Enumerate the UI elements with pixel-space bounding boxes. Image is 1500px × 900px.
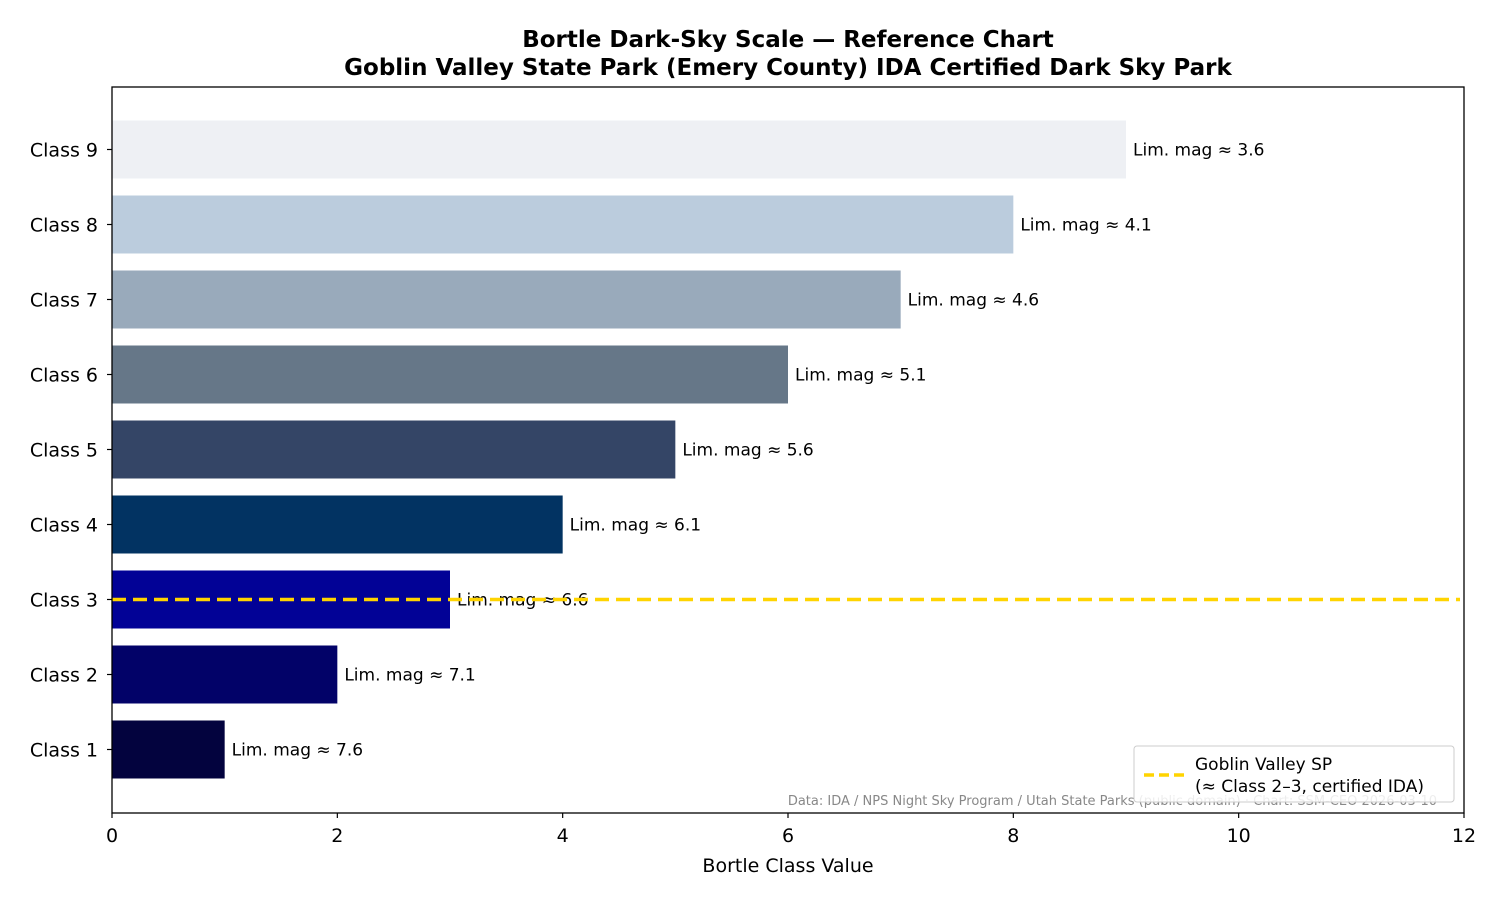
x-tick-label: 0	[106, 825, 118, 847]
x-tick-label: 8	[1007, 825, 1019, 847]
y-tick-label: Class 6	[30, 365, 98, 387]
y-tick-label: Class 9	[30, 140, 98, 162]
bar-class-4	[112, 495, 563, 554]
y-tick-label: Class 1	[30, 740, 98, 762]
x-tick-label: 2	[331, 825, 343, 847]
x-tick-label: 10	[1227, 825, 1251, 847]
legend: Goblin Valley SP (≈ Class 2–3, certified…	[1133, 745, 1455, 803]
x-tick-label: 4	[557, 825, 569, 847]
y-tick-label: Class 4	[30, 515, 98, 537]
bar-value-label: Lim. mag ≈ 5.6	[682, 441, 813, 461]
bar-class-7	[112, 270, 901, 329]
y-axis: Class 1 Class 2 Class 3 Class 4 Class 5 Class…	[30, 140, 112, 762]
bar-class-9	[112, 120, 1126, 179]
y-tick-label: Class 2	[30, 665, 98, 687]
bar-class-1	[112, 720, 225, 779]
bar-value-label: Lim. mag ≈ 5.1	[795, 366, 926, 386]
bar-class-5	[112, 420, 676, 479]
y-tick-label: Class 3	[30, 590, 98, 612]
x-axis: 0 2 4 6 8 10 12	[106, 813, 1476, 847]
legend-label-line2: (≈ Class 2–3, certified IDA)	[1195, 777, 1424, 797]
x-tick-label: 6	[782, 825, 794, 847]
chart-subtitle: Goblin Valley State Park (Emery County) …	[344, 55, 1232, 81]
bar-value-label: Lim. mag ≈ 6.1	[570, 516, 701, 536]
bar-value-label: Lim. mag ≈ 7.6	[232, 741, 363, 761]
bar-class-8	[112, 195, 1014, 254]
bar-value-label: Lim. mag ≈ 4.1	[1020, 216, 1151, 236]
x-tick-label: 12	[1452, 825, 1476, 847]
legend-box	[1133, 745, 1455, 803]
y-tick-label: Class 5	[30, 440, 98, 462]
bar-value-label: Lim. mag ≈ 7.1	[344, 666, 475, 686]
bar-class-2	[112, 645, 338, 704]
legend-label-line1: Goblin Valley SP	[1195, 755, 1332, 775]
y-tick-label: Class 7	[30, 290, 98, 312]
bars-group: Lim. mag ≈ 7.6 Lim. mag ≈ 7.1 Lim. mag ≈ 6…	[112, 120, 1264, 779]
x-axis-label: Bortle Class Value	[702, 855, 873, 877]
chart-title: Bortle Dark-Sky Scale — Reference Chart	[522, 27, 1054, 53]
y-tick-label: Class 8	[30, 215, 98, 237]
bar-value-label: Lim. mag ≈ 3.6	[1133, 141, 1264, 161]
bar-value-label: Lim. mag ≈ 4.6	[908, 291, 1039, 311]
bar-class-6	[112, 345, 788, 404]
